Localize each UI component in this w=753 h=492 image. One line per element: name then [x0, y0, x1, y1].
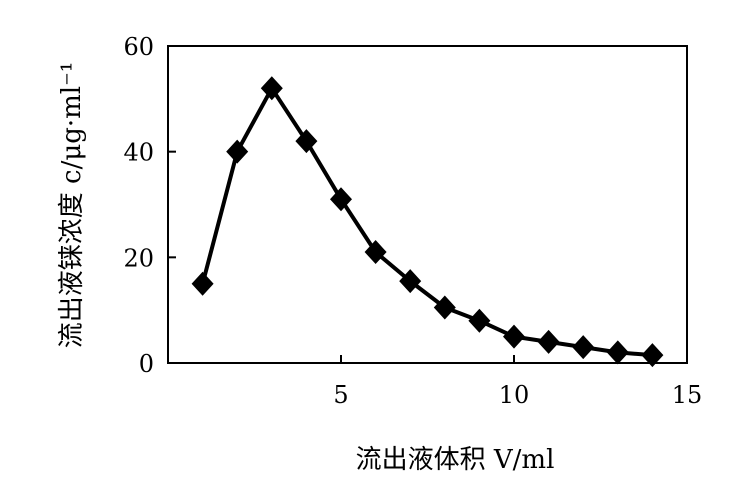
data-point-marker [226, 139, 249, 164]
data-point-marker [260, 76, 283, 101]
data-point-marker [503, 324, 525, 349]
data-point-marker [606, 340, 629, 365]
data-point-marker [468, 308, 491, 333]
data-point-marker [330, 187, 352, 212]
data-point-marker [537, 329, 560, 354]
x-tick-label: 10 [499, 381, 530, 409]
y-tick-label: 20 [123, 244, 154, 272]
y-axis-title: 流出液铼浓度 c/μg·ml⁻¹ [57, 62, 87, 349]
data-point-marker [433, 295, 456, 320]
x-tick-label: 5 [333, 381, 348, 409]
data-point-marker [295, 129, 318, 154]
data-point-marker [364, 240, 387, 265]
data-point-marker [191, 271, 214, 296]
y-tick-label: 0 [139, 350, 154, 378]
x-axis-title: 流出液体积 V/ml [356, 445, 555, 475]
data-point-marker [641, 343, 664, 368]
data-point-marker [572, 335, 595, 360]
plot-frame [167, 45, 688, 364]
tick-marks [168, 45, 688, 364]
data-markers [191, 76, 664, 368]
x-tick-label: 15 [672, 381, 703, 409]
data-point-marker [399, 269, 422, 294]
y-tick-label: 60 [123, 33, 154, 61]
tick-labels: 5 10 15 0 20 40 60 [123, 33, 702, 409]
series-line [200, 86, 653, 358]
y-tick-label: 40 [123, 139, 154, 167]
